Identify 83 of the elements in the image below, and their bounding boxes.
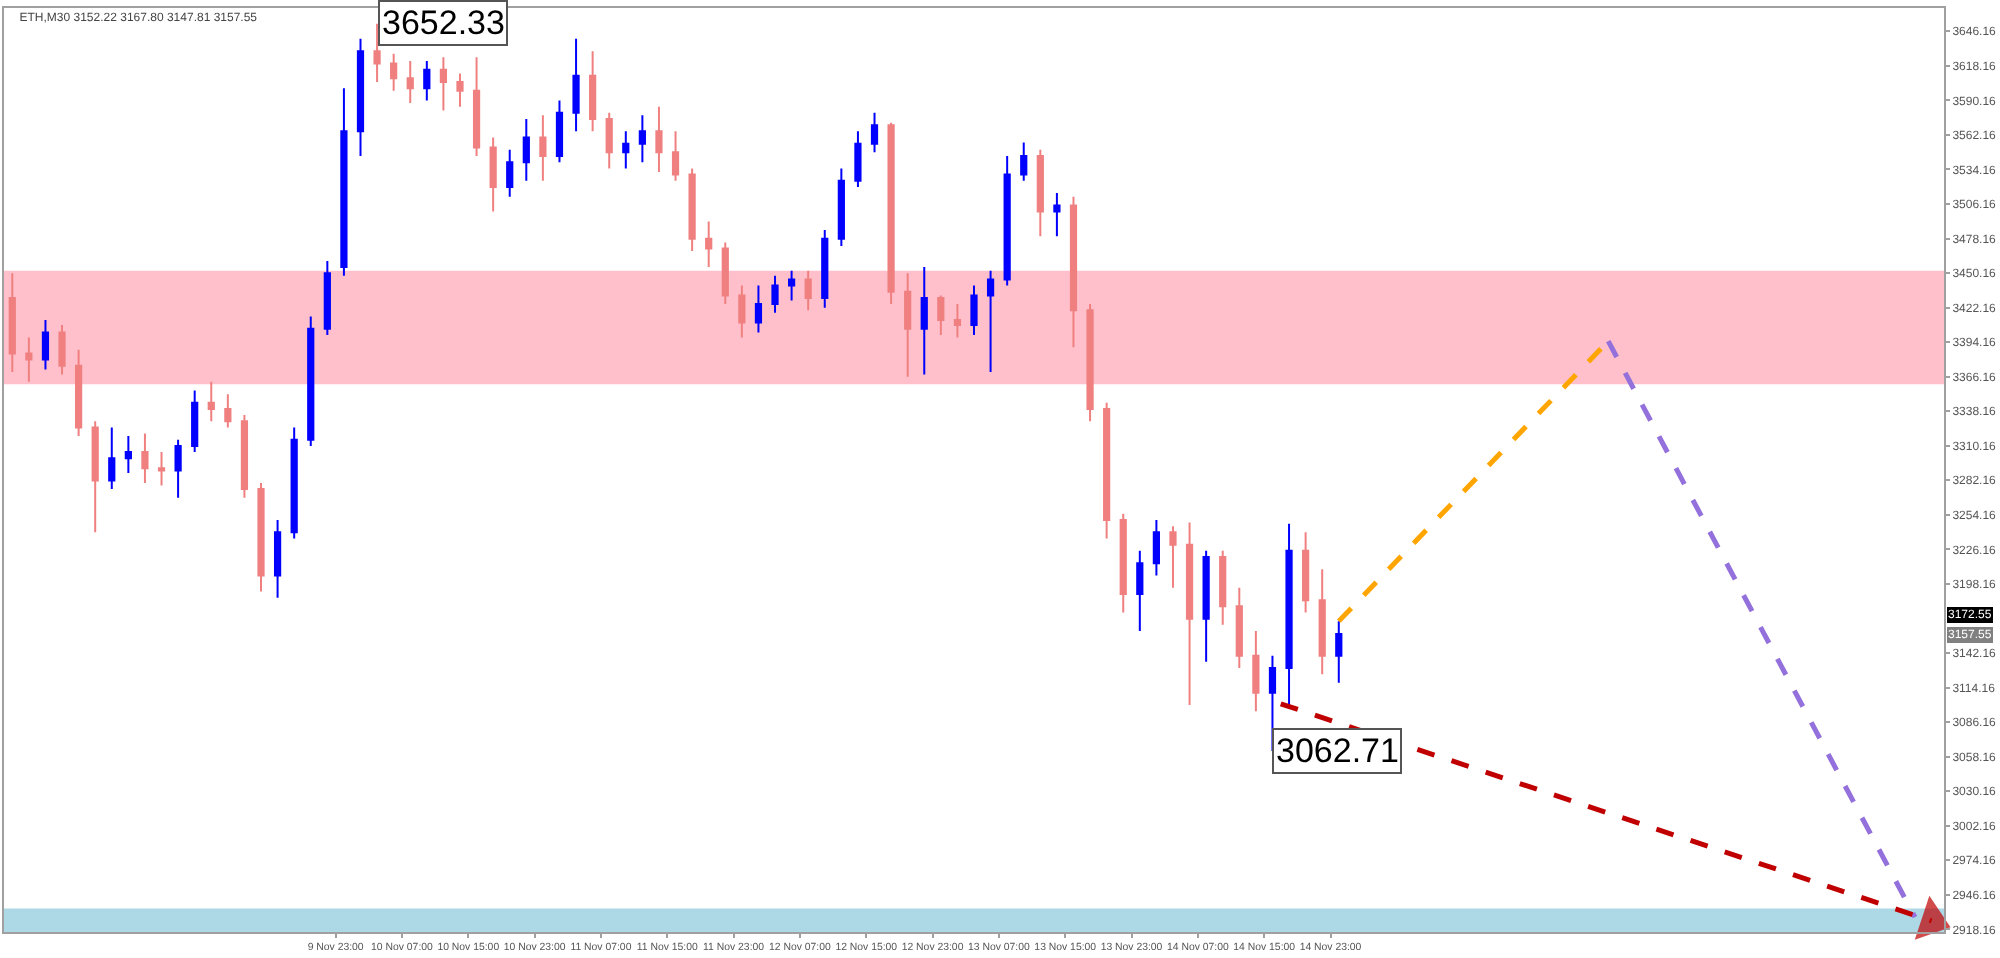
candlestick (837, 167, 845, 248)
candlestick (141, 432, 149, 484)
candlestick (721, 241, 729, 306)
candlestick (307, 315, 315, 447)
candlestick (1302, 531, 1310, 614)
candlestick (257, 481, 265, 593)
candlestick (821, 229, 829, 309)
candlestick (1136, 549, 1144, 632)
candlestick (506, 148, 514, 198)
candlestick (605, 111, 613, 170)
candlestick (390, 52, 398, 92)
candlestick (1185, 521, 1194, 706)
candlestick (1252, 630, 1260, 713)
candlestick (489, 136, 497, 213)
candlestick (1202, 549, 1210, 663)
candlestick (1020, 141, 1028, 182)
candlestick (1036, 148, 1044, 238)
candlestick (970, 284, 978, 336)
candlestick (207, 380, 215, 423)
candlestick (1235, 586, 1243, 669)
candlestick (423, 60, 431, 102)
candlestick (191, 389, 199, 454)
candlestick (738, 284, 746, 339)
candlestick (1219, 549, 1227, 626)
candlestick (91, 420, 99, 534)
candlestick (854, 130, 862, 188)
candlestick (622, 130, 630, 170)
annotation: 3652.33 (382, 4, 505, 42)
candlestick (323, 259, 331, 336)
candlestick (25, 336, 33, 383)
candlestick (671, 130, 680, 182)
candlestick (1053, 192, 1061, 238)
candlestick (804, 269, 812, 312)
candlestick (240, 414, 249, 499)
candlestick (522, 118, 530, 182)
candlestick (1103, 401, 1111, 540)
candlestick (224, 393, 232, 429)
candlestick (1318, 568, 1326, 676)
candlestick (356, 37, 365, 158)
candlestick (373, 22, 381, 84)
candlestick (953, 303, 962, 339)
candlestick (589, 50, 597, 133)
candlestick (157, 451, 166, 487)
candlestick (273, 518, 282, 599)
candlestick (8, 272, 16, 373)
candlestick (555, 99, 564, 164)
candlestick (75, 348, 83, 438)
candlestick (108, 426, 116, 491)
candlestick (904, 272, 912, 378)
candlestick (290, 426, 298, 540)
candlestick (1169, 525, 1177, 589)
candlestick (340, 87, 348, 277)
candlestick (887, 121, 895, 306)
candlestick (705, 220, 713, 269)
candlestick (174, 438, 182, 499)
candlestick (572, 37, 580, 133)
candlestick (539, 114, 547, 182)
candlestick (788, 269, 796, 302)
candlestick (920, 266, 928, 376)
candlestick (1335, 620, 1343, 684)
candlestick (1152, 518, 1160, 577)
candlestick (58, 324, 66, 376)
candlestick (870, 111, 879, 154)
candlestick (754, 284, 763, 334)
candlestick (406, 60, 414, 104)
candlestick (456, 72, 464, 108)
annotation: 3062.71 (1276, 732, 1399, 770)
candlestick (1086, 303, 1094, 423)
candlestick (937, 294, 945, 336)
candlestick (472, 56, 481, 158)
candlestick (1119, 512, 1127, 614)
candlestick (124, 435, 132, 475)
candlestick (1268, 654, 1277, 753)
candlestick (1069, 195, 1078, 349)
candlestick (688, 167, 696, 253)
candlestick (771, 274, 779, 314)
candlestick (439, 56, 448, 112)
candlestick (1285, 522, 1293, 706)
candlestick (655, 105, 663, 174)
candlestick (638, 114, 646, 164)
candlestick (41, 319, 50, 371)
candlestick (986, 269, 995, 373)
candlestick (1003, 155, 1011, 287)
